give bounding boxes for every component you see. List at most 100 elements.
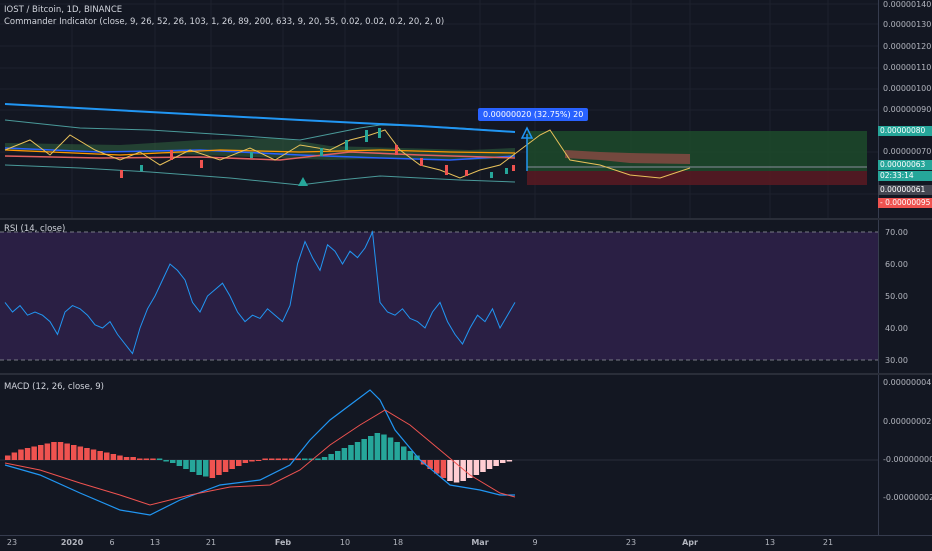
time-tick: 2020 <box>60 538 84 547</box>
rsi-legend[interactable]: RSI (14, close) <box>4 224 66 234</box>
time-tick: 21 <box>822 538 834 547</box>
price-axis[interactable]: 0.00000140 0.00000130 0.00000120 0.00000… <box>878 0 932 218</box>
macd-histogram-bar <box>229 460 235 469</box>
symbol-title[interactable]: IOST / Bitcoin, 1D, BINANCE <box>4 5 123 15</box>
macd-histogram-bar <box>90 449 97 460</box>
macd-histogram-bar <box>31 446 37 460</box>
time-tick: 9 <box>532 538 538 547</box>
macd-histogram-bar <box>236 460 242 466</box>
macd-legend[interactable]: MACD (12, 26, close, 9) <box>4 382 104 392</box>
macd-histogram-bar <box>183 460 189 469</box>
macd-histogram-bar <box>453 460 460 483</box>
macd-pane[interactable]: MACD (12, 26, close, 9) <box>0 375 878 535</box>
macd-histogram-bar <box>460 460 466 481</box>
rsi-axis[interactable]: 70.00 60.00 50.00 40.00 30.00 <box>878 220 932 373</box>
macd-histogram-bar <box>203 460 209 477</box>
macd-histogram-bar <box>308 458 315 460</box>
macd-histogram-bar <box>77 446 84 460</box>
price-pane[interactable]: IOST / Bitcoin, 1D, BINANCE Commander In… <box>0 0 878 218</box>
macd-histogram-bar <box>407 451 414 460</box>
price-tick: 0.00000070 <box>883 147 932 156</box>
macd-histogram-bar <box>500 460 506 463</box>
macd-tick: 0.00000002 <box>883 417 932 426</box>
macd-histogram-bar <box>315 458 321 460</box>
macd-histogram-bar <box>11 452 18 460</box>
macd-histogram-bar <box>440 460 447 478</box>
pane-separator[interactable] <box>0 218 932 220</box>
macd-histogram-bar <box>341 448 348 460</box>
macd-histogram-bar <box>104 452 110 460</box>
macd-histogram-bar <box>427 460 433 469</box>
buy-signal-icon <box>298 177 308 186</box>
current-price-tag: 0.00000063 <box>878 160 932 170</box>
macd-histogram-bar <box>38 445 44 460</box>
price-tick: 0.00000130 <box>883 20 932 29</box>
macd-histogram-bar <box>123 457 130 460</box>
macd-histogram-bar <box>394 442 400 460</box>
time-axis[interactable] <box>0 535 932 551</box>
time-tick: Apr <box>682 538 698 547</box>
macd-histogram-bar <box>414 455 420 460</box>
rsi-chart[interactable] <box>0 220 878 373</box>
rsi-tick: 60.00 <box>885 260 908 269</box>
macd-axis[interactable]: 0.00000004 0.00000002 -0.00000000 -0.000… <box>878 375 932 535</box>
macd-histogram-bar <box>354 442 361 460</box>
indicator-legend[interactable]: Commander Indicator (close, 9, 26, 52, 2… <box>4 17 445 27</box>
macd-histogram-bar <box>288 458 295 460</box>
macd-histogram-bar <box>137 458 143 460</box>
macd-histogram-bar <box>242 460 249 463</box>
macd-histogram-bar <box>163 460 169 462</box>
macd-histogram-bar <box>348 445 354 460</box>
macd-histogram-bar <box>110 454 117 460</box>
macd-histogram-bar <box>434 460 440 474</box>
macd-line <box>4 389 515 516</box>
macd-histogram-bar <box>71 445 77 460</box>
price-tick: 0.00000140 <box>883 0 932 9</box>
macd-histogram-bar <box>401 446 407 460</box>
macd-histogram-bar <box>143 458 150 460</box>
macd-histogram-bar <box>493 460 499 466</box>
macd-tick: 0.00000004 <box>883 378 932 387</box>
macd-histogram-bar <box>374 433 381 460</box>
macd-histogram-bar <box>269 458 275 460</box>
time-tick: 13 <box>149 538 161 547</box>
macd-histogram-bar <box>170 460 176 463</box>
macd-histogram-bar <box>335 451 341 460</box>
loss-zone <box>527 171 867 185</box>
macd-chart[interactable] <box>0 375 878 535</box>
macd-tick: -0.00000000 <box>883 455 932 464</box>
macd-histogram-bar <box>302 458 308 460</box>
rsi-tick: 40.00 <box>885 324 908 333</box>
price-tick: 0.00000090 <box>883 105 932 114</box>
time-tick: 23 <box>6 538 18 547</box>
price-tick: 0.00000110 <box>883 63 932 72</box>
macd-histogram-bar <box>5 455 11 460</box>
macd-histogram-bar <box>328 454 334 460</box>
macd-histogram-bar <box>275 458 282 460</box>
macd-histogram-bar <box>84 448 90 460</box>
macd-histogram-bar <box>361 439 367 460</box>
macd-histogram-bar <box>176 460 183 466</box>
price-chart[interactable] <box>0 0 878 218</box>
time-tick: 21 <box>205 538 217 547</box>
time-tick: 18 <box>392 538 404 547</box>
macd-histogram-bar <box>387 437 394 460</box>
stop-price-tag: - 0.00000095 <box>878 198 932 208</box>
macd-histogram-bar <box>150 458 156 460</box>
countdown-tag: 02:33:14 <box>878 171 932 181</box>
time-tick: 23 <box>625 538 637 547</box>
macd-histogram-bar <box>156 458 163 460</box>
rsi-line <box>4 230 516 355</box>
macd-histogram-bar <box>130 457 136 460</box>
macd-histogram-bar <box>196 460 202 475</box>
macd-histogram-bar <box>447 460 453 481</box>
macd-histogram-bar <box>249 460 255 462</box>
time-tick: 6 <box>109 538 115 547</box>
signal-line <box>4 409 516 506</box>
macd-histogram-bar <box>189 460 196 472</box>
time-tick: 10 <box>339 538 351 547</box>
pane-separator[interactable] <box>0 373 932 375</box>
time-tick: 13 <box>764 538 776 547</box>
macd-histogram-bar <box>97 451 103 460</box>
rsi-pane[interactable]: RSI (14, close) <box>0 220 878 373</box>
